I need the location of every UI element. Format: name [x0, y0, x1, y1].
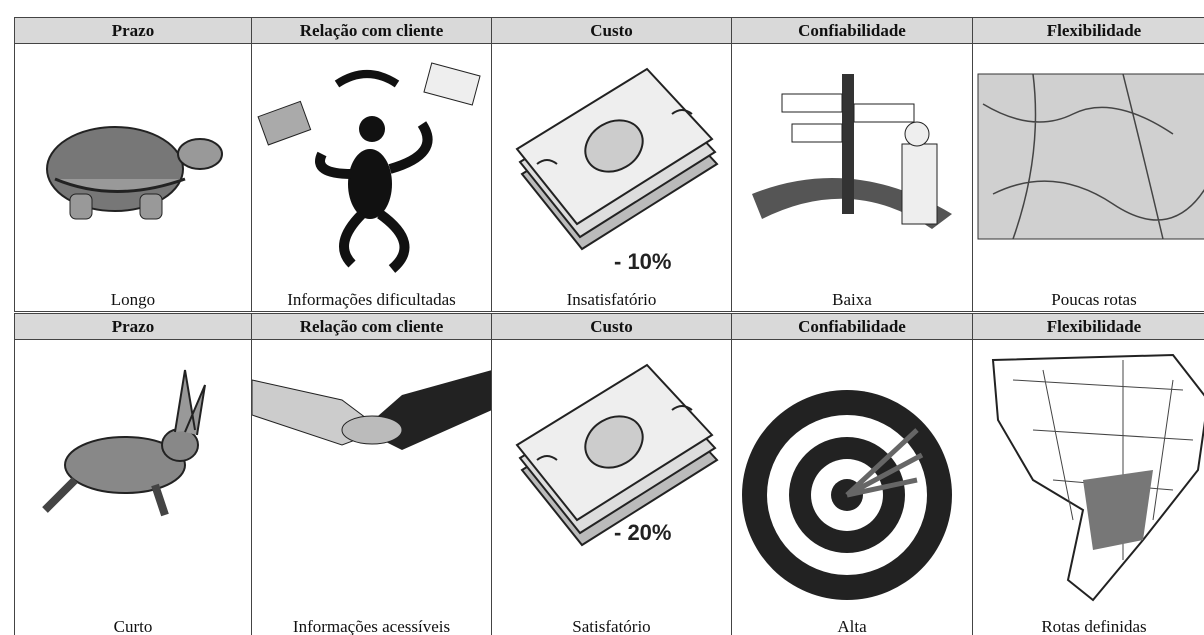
illustration-cell: - 10% — [491, 44, 732, 289]
row-label: Insatisfatório — [491, 289, 732, 312]
cost-overlay: - 10% — [614, 249, 672, 274]
illustration — [252, 370, 492, 450]
column-header: Prazo — [14, 313, 252, 340]
row-label: Longo — [14, 289, 252, 312]
column-header: Custo — [491, 313, 732, 340]
illustration — [257, 62, 481, 273]
illustration-cell — [14, 44, 252, 289]
column-header: Custo — [491, 17, 732, 44]
illustration — [515, 67, 719, 251]
cost-overlay: - 20% — [614, 520, 672, 545]
illustration — [742, 390, 952, 600]
illustration-cell: - 20% — [491, 340, 732, 615]
illustration — [752, 74, 952, 229]
illustration-cell — [972, 44, 1204, 289]
illustration — [46, 126, 223, 220]
column-header: Relação com cliente — [251, 17, 492, 44]
illustration — [515, 363, 719, 547]
row-label: Poucas rotas — [972, 289, 1204, 312]
illustration-cell — [251, 44, 492, 289]
column-header: Relação com cliente — [251, 313, 492, 340]
illustration-cell — [731, 340, 973, 615]
illustration — [991, 353, 1204, 602]
illustration — [42, 369, 206, 517]
row-label: Alta — [731, 615, 973, 635]
illustration-cell — [972, 340, 1204, 615]
column-header: Confiabilidade — [731, 313, 973, 340]
column-header: Confiabilidade — [731, 17, 973, 44]
row-label: Baixa — [731, 289, 973, 312]
row-label: Informações dificultadas — [251, 289, 492, 312]
illustration-cell — [251, 340, 492, 615]
column-header: Flexibilidade — [972, 313, 1204, 340]
column-header: Flexibilidade — [972, 17, 1204, 44]
row-label: Rotas definidas — [972, 615, 1204, 635]
column-header: Prazo — [14, 17, 252, 44]
illustration-cell — [14, 340, 252, 615]
illustration-cell — [731, 44, 973, 289]
row-label: Informações acessíveis — [251, 615, 492, 635]
illustration — [977, 73, 1204, 240]
row-label: Satisfatório — [491, 615, 732, 635]
row-label: Curto — [14, 615, 252, 635]
